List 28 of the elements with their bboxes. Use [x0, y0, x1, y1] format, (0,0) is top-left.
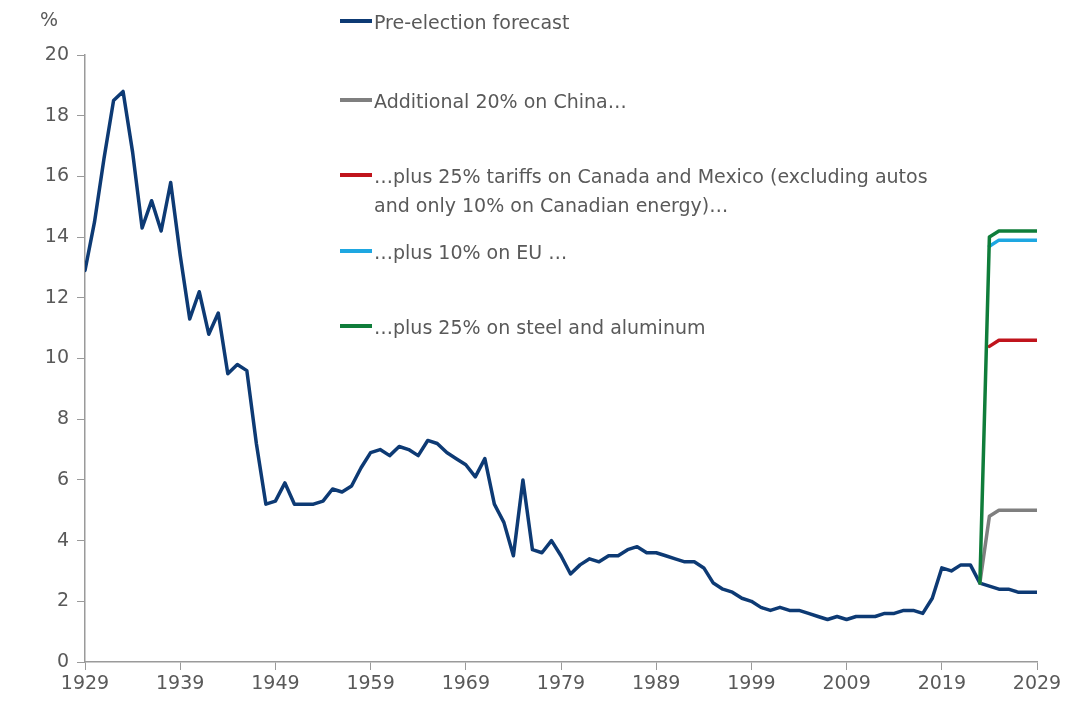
legend-label: Pre-election forecast [374, 10, 570, 35]
y-tick-label: 6 [56, 466, 69, 489]
x-tick-label: 1979 [536, 671, 586, 694]
x-tick-label: 1949 [251, 671, 300, 694]
y-tick-label: 20 [44, 41, 69, 64]
legend-label: …plus 25% tariffs on Canada and Mexico (excluding autos and only 10% on Canadian energy)… [374, 164, 929, 218]
legend-label: Additional 20% on China… [374, 89, 627, 114]
x-tick-label: 1929 [60, 671, 110, 694]
x-tick-label: 1939 [156, 671, 205, 694]
x-tick-label: 2009 [822, 671, 871, 694]
x-tick-label: 2029 [1012, 671, 1062, 694]
x-tick-label: 1969 [441, 671, 490, 694]
x-tick-label: 1959 [346, 671, 395, 694]
y-tick-label: 8 [56, 406, 69, 429]
y-tick-label: 14 [44, 224, 69, 247]
y-tick-label: 10 [44, 345, 69, 368]
x-tick-label: 2019 [917, 671, 966, 694]
y-tick-label: 16 [44, 163, 69, 186]
y-tick-label: 2 [56, 588, 69, 611]
y-axis-title: % [40, 8, 59, 30]
y-tick-label: 4 [56, 527, 69, 550]
y-tick-label: 12 [44, 284, 69, 307]
legend-label: …plus 25% on steel and aluminum [374, 315, 706, 340]
y-tick-label: 0 [56, 648, 69, 671]
legend-label: …plus 10% on EU … [374, 240, 568, 265]
y-tick-label: 18 [44, 102, 69, 125]
x-tick-label: 1999 [727, 671, 776, 694]
x-tick-label: 1989 [632, 671, 681, 694]
